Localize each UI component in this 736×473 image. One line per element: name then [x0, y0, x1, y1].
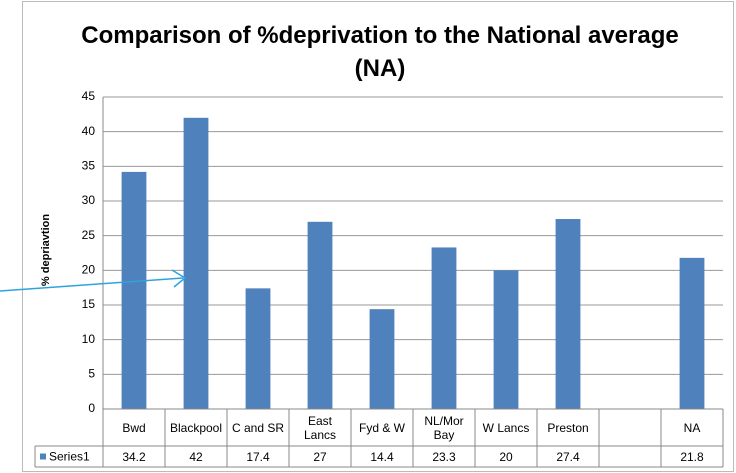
- bar: [555, 219, 581, 409]
- y-tick-label: 40: [82, 124, 96, 138]
- data-table-value-box: [599, 446, 661, 467]
- data-table-value-box: 17.4: [246, 449, 270, 464]
- category-label: W Lancs: [482, 420, 530, 435]
- category-label: [599, 409, 661, 446]
- category-label-box: C and SR: [231, 420, 285, 435]
- data-table-value-box: 23.3: [432, 449, 456, 464]
- data-table-value-box: 42: [189, 449, 203, 464]
- y-tick-label: 15: [82, 297, 96, 311]
- data-table-value: 27.4: [556, 449, 580, 464]
- bar: [245, 288, 271, 409]
- bar: [121, 171, 147, 409]
- data-table-value-box: 27.4: [556, 449, 580, 464]
- y-tick-label: 25: [82, 228, 96, 242]
- arrow-head: [171, 269, 187, 288]
- category-label: Bwd: [122, 420, 146, 435]
- category-label-box: Bwd: [122, 420, 146, 435]
- bar: [369, 309, 395, 409]
- data-table-value: 20: [499, 449, 513, 464]
- data-table-value: 17.4: [246, 449, 270, 464]
- data-table-value: 23.3: [432, 449, 456, 464]
- category-label-box: NA: [683, 420, 701, 435]
- data-table-value: 42: [189, 449, 203, 464]
- bar: [493, 270, 519, 409]
- data-table-value-box: 14.4: [370, 449, 394, 464]
- chart-title: Comparison of %deprivation to the Nation…: [81, 22, 679, 82]
- arrow: [0, 277, 184, 292]
- y-tick-label: 45: [82, 89, 96, 103]
- category-label: Blackpool: [169, 420, 223, 435]
- data-table-value: 34.2: [122, 449, 146, 464]
- data-table-value-box: 21.8: [680, 449, 704, 464]
- y-tick-label: 10: [82, 332, 96, 346]
- chart-title-box: Comparison of %deprivation to the Nation…: [81, 22, 679, 82]
- category-label-box: Blackpool: [169, 420, 223, 435]
- y-tick-label: 5: [88, 367, 95, 381]
- category-label-box: Preston: [547, 420, 589, 435]
- category-label-box: [599, 409, 661, 446]
- category-label: NL/Mor Bay: [424, 413, 464, 442]
- category-label-box: NL/Mor Bay: [424, 413, 464, 442]
- category-label: East Lancs: [303, 413, 337, 442]
- bar: [307, 221, 333, 409]
- legend-label: Series1: [49, 450, 90, 464]
- category-label: Fyd & W: [358, 420, 405, 435]
- bar: [431, 247, 457, 409]
- data-table-value: [599, 446, 661, 467]
- data-table-value: 14.4: [370, 449, 394, 464]
- legend-key: [40, 453, 46, 460]
- category-label: NA: [683, 420, 701, 435]
- category-label-box: W Lancs: [482, 420, 530, 435]
- category-label-box: Fyd & W: [358, 420, 405, 435]
- data-table-value: 27: [313, 449, 327, 464]
- category-label-box: East Lancs: [303, 413, 337, 442]
- y-tick-label: 30: [82, 193, 96, 207]
- category-label: C and SR: [231, 420, 285, 435]
- data-table-value-box: 20: [499, 449, 513, 464]
- data-table-value: 21.8: [680, 449, 704, 464]
- bar: [679, 257, 705, 409]
- y-tick-label: 20: [82, 263, 96, 277]
- y-tick-label: 35: [82, 159, 96, 173]
- y-axis-label: % depriavtion: [40, 214, 52, 286]
- data-table-value-box: 34.2: [122, 449, 146, 464]
- data-table-value-box: 27: [313, 449, 327, 464]
- bar: [183, 117, 209, 410]
- y-tick-label: 0: [88, 401, 95, 415]
- category-label: Preston: [547, 420, 589, 435]
